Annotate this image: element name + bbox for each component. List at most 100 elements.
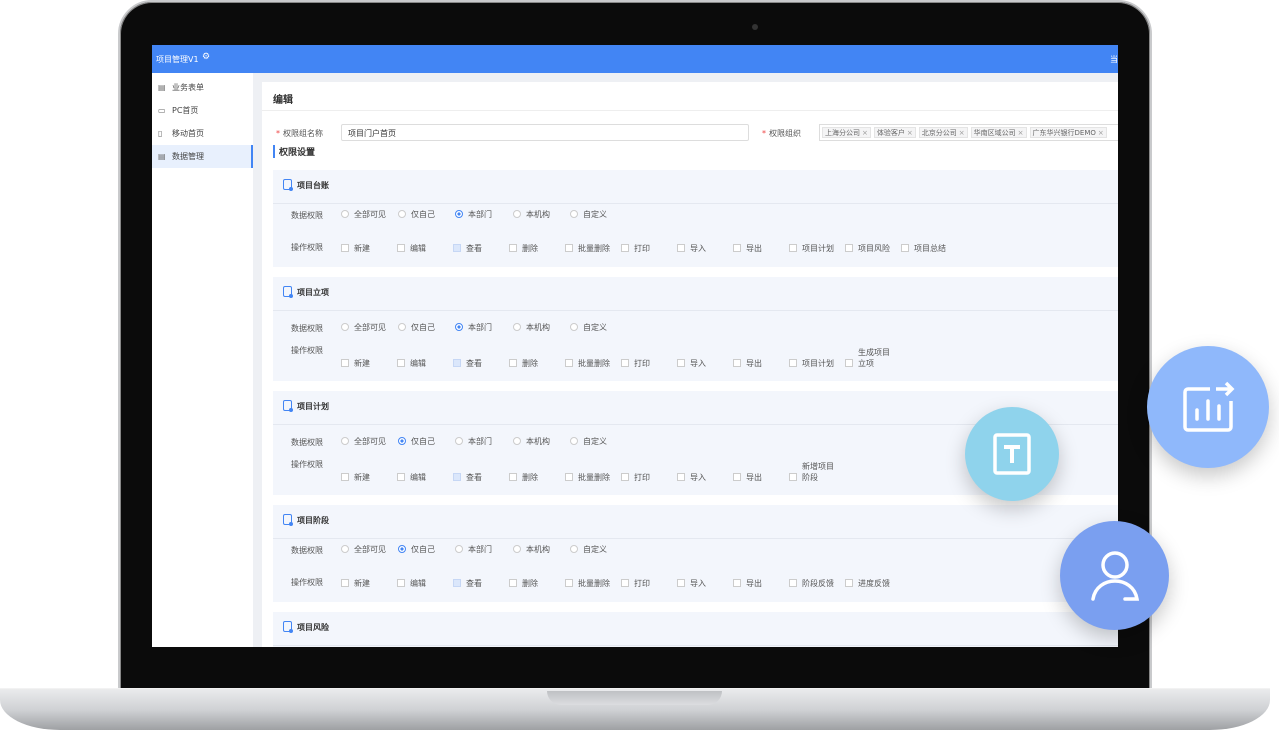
radio-button[interactable] [341,545,349,553]
radio-button[interactable] [398,545,406,553]
checkbox[interactable] [789,244,797,252]
ops-checkbox-option[interactable]: 编辑 [397,472,426,483]
checkbox[interactable] [845,579,853,587]
checkbox[interactable] [677,579,685,587]
ops-checkbox-option[interactable]: 打印 [621,472,650,483]
ops-checkbox-option[interactable]: 打印 [621,578,650,589]
ops-checkbox-option[interactable]: 查看 [453,578,482,589]
sidebar-item[interactable]: ▤ 业务表单 [152,76,253,99]
radio-button[interactable] [513,210,521,218]
radio-button[interactable] [455,545,463,553]
ops-checkbox-option[interactable]: 查看 [453,243,482,254]
checkbox[interactable] [677,244,685,252]
ops-checkbox-option[interactable]: 编辑 [397,358,426,369]
radio-button[interactable] [398,323,406,331]
radio-button[interactable] [513,437,521,445]
data-radio-option[interactable]: 仅自己 [398,209,435,220]
sidebar-item[interactable]: ▯ 移动首页 [152,122,253,145]
ops-checkbox-option[interactable]: 查看 [453,358,482,369]
radio-button[interactable] [455,437,463,445]
data-radio-option[interactable]: 本机构 [513,544,550,555]
checkbox[interactable] [565,244,573,252]
checkbox[interactable] [789,359,797,367]
ops-checkbox-option[interactable]: 删除 [509,578,538,589]
checkbox[interactable] [341,473,349,481]
radio-button[interactable] [341,323,349,331]
data-radio-option[interactable]: 自定义 [570,544,607,555]
checkbox[interactable] [621,579,629,587]
checkbox[interactable] [621,473,629,481]
radio-button[interactable] [398,437,406,445]
ops-checkbox-option[interactable]: 打印 [621,243,650,254]
data-radio-option[interactable]: 本机构 [513,436,550,447]
close-icon[interactable]: × [958,129,965,137]
radio-button[interactable] [570,210,578,218]
data-radio-option[interactable]: 仅自己 [398,322,435,333]
ops-checkbox-option[interactable]: 导出 [733,358,762,369]
data-radio-option[interactable]: 全部可见 [341,322,386,333]
radio-button[interactable] [513,323,521,331]
checkbox[interactable] [509,579,517,587]
ops-checkbox-option[interactable]: 项目风险 [845,243,890,254]
data-radio-option[interactable]: 本部门 [455,322,492,333]
close-icon[interactable]: × [1017,129,1024,137]
radio-button[interactable] [341,437,349,445]
chart-share-icon[interactable] [1147,346,1269,468]
ops-checkbox-option[interactable]: 导入 [677,578,706,589]
ops-checkbox-option[interactable]: 打印 [621,358,650,369]
ops-checkbox-option[interactable]: 编辑 [397,243,426,254]
ops-checkbox-option[interactable]: 项目计划 [789,358,834,369]
checkbox[interactable] [901,244,909,252]
ops-checkbox-option[interactable]: 导入 [677,243,706,254]
ops-checkbox-option[interactable]: 批量删除 [565,472,610,483]
ops-checkbox-option[interactable]: 导入 [677,358,706,369]
data-radio-option[interactable]: 全部可见 [341,209,386,220]
gear-icon[interactable]: ⚙ [202,52,211,62]
ops-checkbox-option[interactable]: 新建 [341,472,370,483]
data-radio-option[interactable]: 仅自己 [398,544,435,555]
ops-checkbox-option[interactable]: 新建 [341,358,370,369]
checkbox[interactable] [733,473,741,481]
checkbox[interactable] [453,244,461,252]
checkbox[interactable] [565,359,573,367]
checkbox[interactable] [509,359,517,367]
checkbox[interactable] [565,473,573,481]
ops-checkbox-option[interactable]: 导出 [733,243,762,254]
ops-checkbox-option[interactable]: 阶段反馈 [789,578,834,589]
data-radio-option[interactable]: 仅自己 [398,436,435,447]
radio-button[interactable] [455,210,463,218]
checkbox[interactable] [565,579,573,587]
checkbox[interactable] [733,359,741,367]
radio-button[interactable] [341,210,349,218]
checkbox[interactable] [789,579,797,587]
checkbox[interactable] [677,359,685,367]
ops-checkbox-option[interactable]: 进度反馈 [845,578,890,589]
radio-button[interactable] [513,545,521,553]
ops-checkbox-option[interactable]: 删除 [509,472,538,483]
data-radio-option[interactable]: 本部门 [455,436,492,447]
checkbox[interactable] [341,244,349,252]
checkbox[interactable] [397,473,405,481]
checkbox[interactable] [509,244,517,252]
radio-button[interactable] [570,437,578,445]
checkbox[interactable] [397,359,405,367]
ops-checkbox-option[interactable]: 生成项目立项 [845,347,892,369]
close-icon[interactable]: × [906,129,913,137]
close-icon[interactable]: × [1097,129,1104,137]
radio-button[interactable] [455,323,463,331]
checkbox[interactable] [845,244,853,252]
user-icon[interactable] [1060,521,1169,630]
checkbox[interactable] [341,359,349,367]
header-user[interactable]: 当 [1110,55,1118,64]
data-radio-option[interactable]: 自定义 [570,436,607,447]
data-radio-option[interactable]: 自定义 [570,322,607,333]
checkbox[interactable] [453,359,461,367]
data-radio-option[interactable]: 全部可见 [341,544,386,555]
ops-checkbox-option[interactable]: 批量删除 [565,578,610,589]
data-radio-option[interactable]: 本机构 [513,322,550,333]
ops-checkbox-option[interactable]: 删除 [509,358,538,369]
data-radio-option[interactable]: 本机构 [513,209,550,220]
ops-checkbox-option[interactable]: 导出 [733,472,762,483]
ops-checkbox-option[interactable]: 项目总结 [901,243,946,254]
ops-checkbox-option[interactable]: 项目计划 [789,243,834,254]
